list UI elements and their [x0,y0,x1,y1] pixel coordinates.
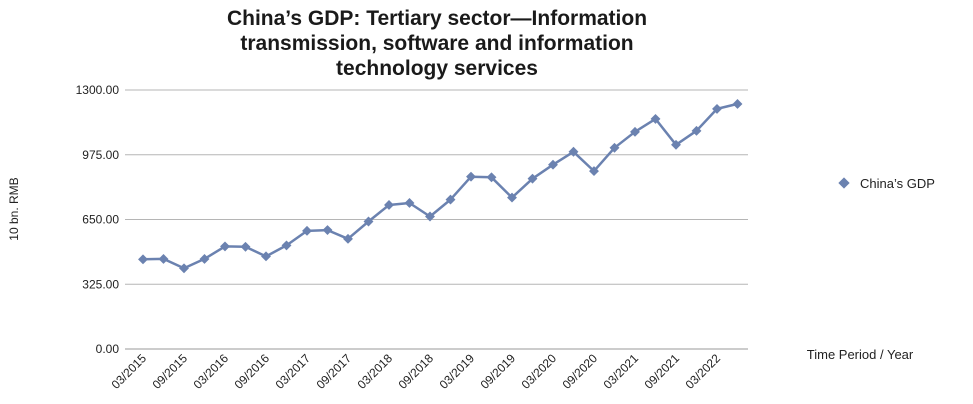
x-axis-label: Time Period / Year [807,347,914,362]
chart-title: China’s GDP: Tertiary sector—Information… [227,7,647,80]
data-point [240,241,251,252]
data-point [363,216,374,227]
data-point [609,142,620,153]
x-tick-label: 03/2018 [355,351,396,392]
data-point [650,113,661,124]
chart-title-line-3: technology services [336,57,538,80]
legend: China’s GDP [838,176,935,191]
series-line [142,102,738,270]
data-point [466,171,476,182]
y-tick-label: 975.00 [82,148,119,162]
data-point [630,126,640,137]
x-tick-label: 09/2016 [232,351,273,392]
chart-title-line-2: transmission, software and information [240,32,633,55]
x-axis-ticks: 03/2015 09/2015 03/2016 09/2016 03/2017 09/20… [109,351,724,392]
x-tick-label: 09/2015 [150,351,191,392]
data-point [138,254,148,265]
data-point [404,198,415,208]
x-tick-label: 09/2021 [642,351,683,392]
y-tick-label: 1300.00 [76,83,120,97]
data-point [507,192,517,203]
x-tick-label: 03/2020 [519,351,560,392]
data-point [425,211,435,222]
data-point [712,103,722,114]
data-point [322,225,333,236]
data-point [158,253,169,264]
gridlines [125,89,748,350]
data-point [486,172,497,183]
data-point [261,251,271,262]
x-tick-label: 09/2020 [560,351,601,392]
x-tick-label: 03/2016 [191,351,232,392]
series-china-gdp [138,98,743,274]
data-point [384,200,394,210]
data-point [179,263,189,274]
data-point [302,225,312,236]
data-point [589,166,599,177]
data-point [732,98,743,109]
x-tick-label: 09/2017 [314,351,355,392]
data-point [548,159,558,170]
legend-label: China’s GDP [860,176,935,191]
data-point [671,139,681,150]
x-tick-label: 03/2022 [683,351,724,392]
legend-marker-icon [838,177,850,189]
data-point [343,233,353,244]
x-tick-label: 03/2021 [601,351,642,392]
x-tick-label: 09/2018 [396,351,437,392]
y-tick-label: 650.00 [82,213,119,227]
chart-title-line-1: China’s GDP: Tertiary sector—Information [227,7,647,30]
y-tick-label: 0.00 [96,342,120,356]
data-point [220,241,230,252]
data-point [527,173,538,184]
y-tick-label: 325.00 [82,277,119,291]
data-point [281,240,292,251]
data-point [445,194,456,205]
y-axis-label: 10 bn. RMB [7,177,21,240]
x-tick-label: 03/2019 [437,351,478,392]
data-point [199,253,210,264]
data-point [691,125,702,136]
x-tick-label: 03/2015 [109,351,150,392]
y-axis-ticks: 0.00 325.00 650.00 975.00 1300.00 [76,83,120,356]
data-point [568,146,579,157]
x-tick-label: 03/2017 [273,351,314,392]
x-tick-label: 09/2019 [478,351,519,392]
